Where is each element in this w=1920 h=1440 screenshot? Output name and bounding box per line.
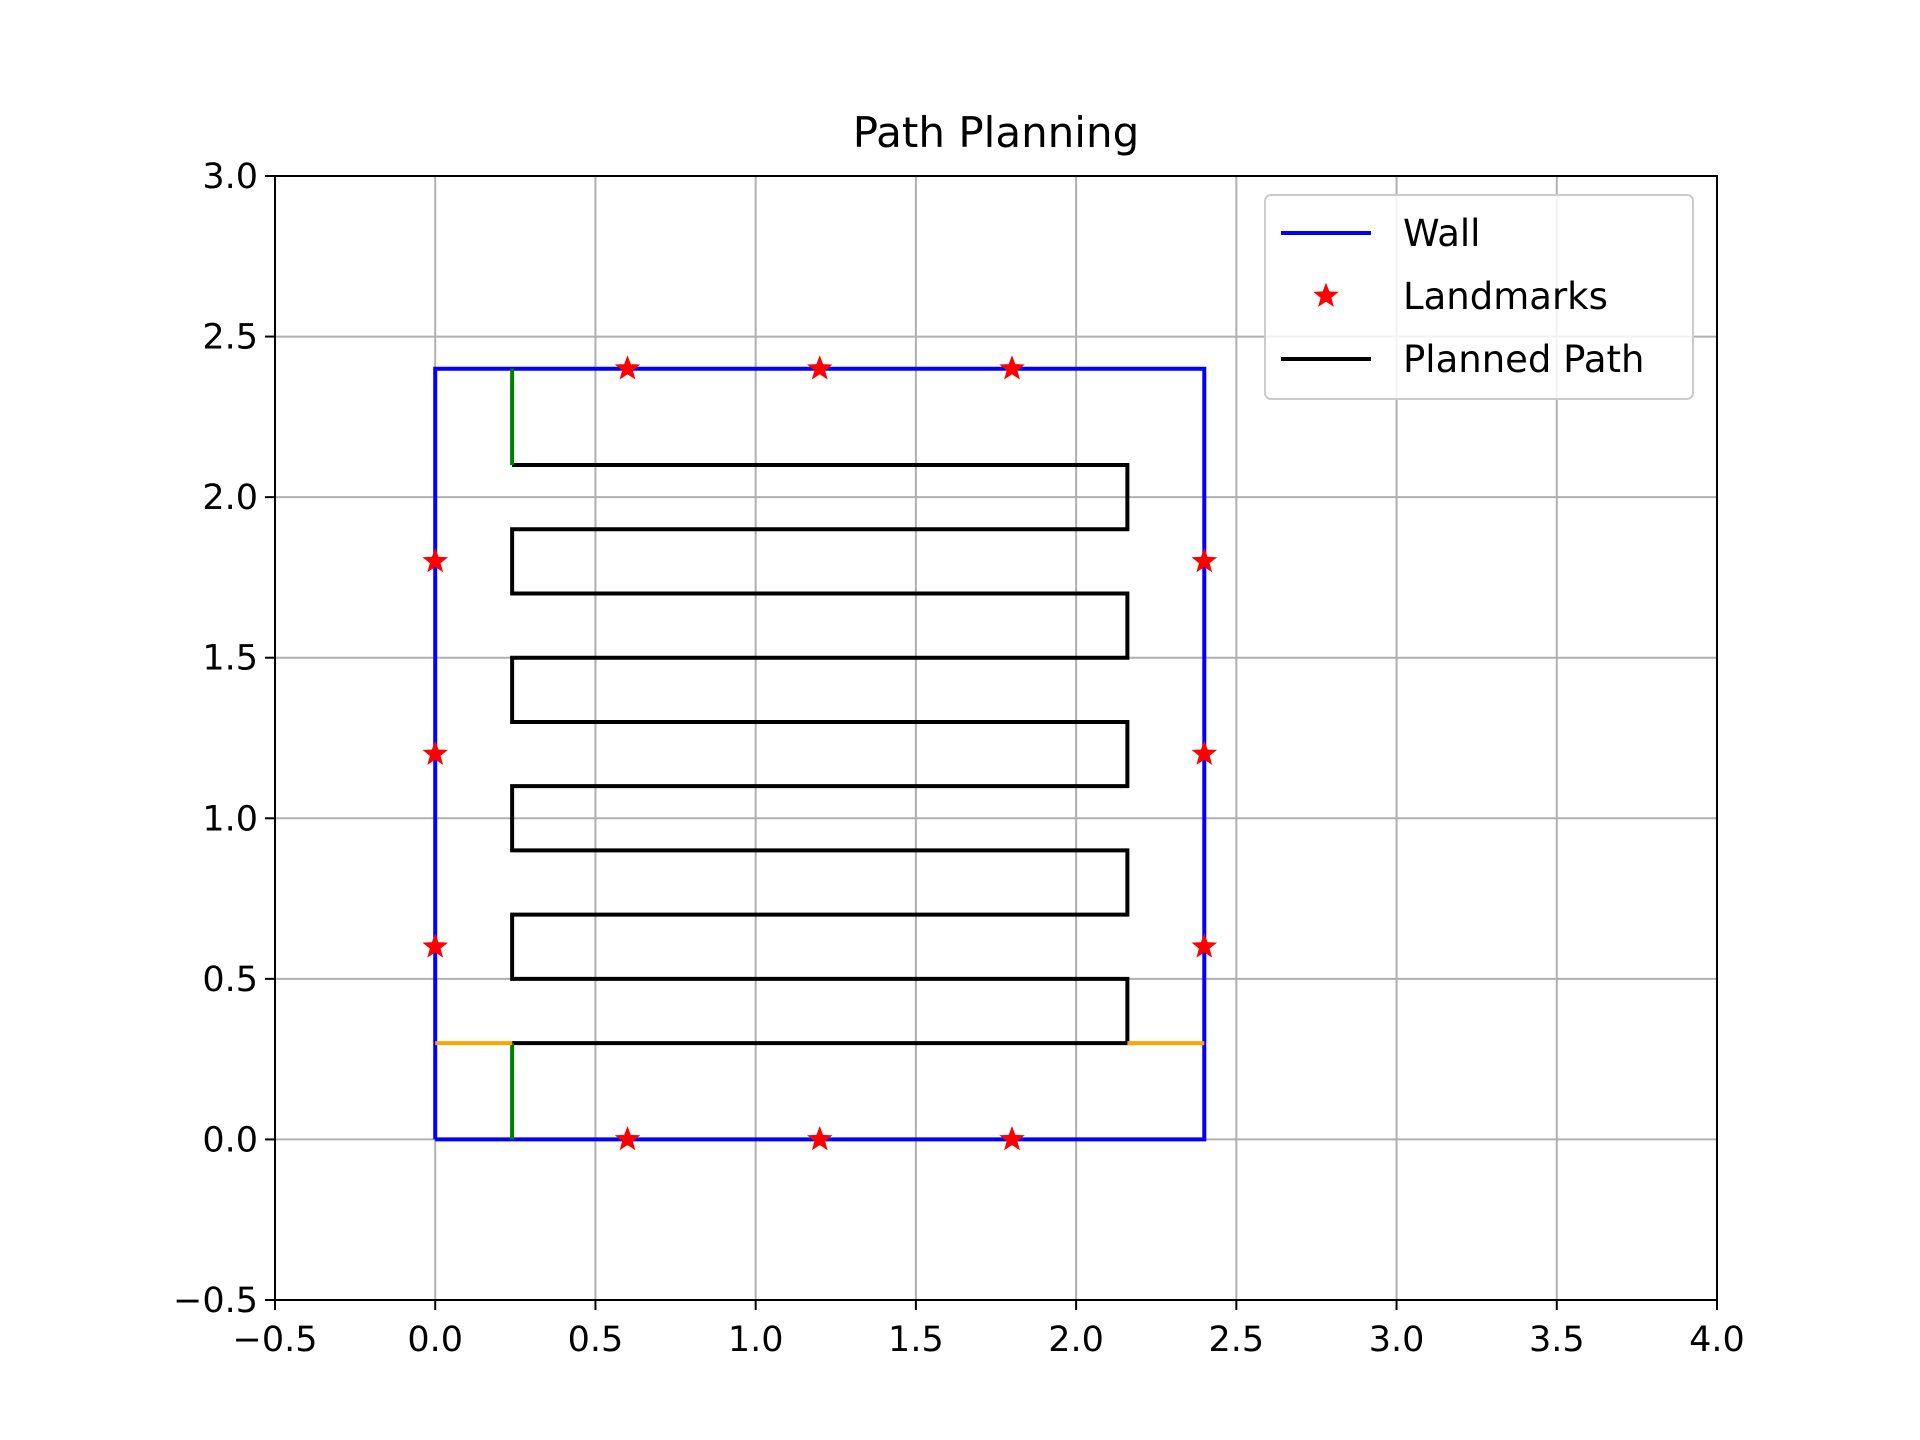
x-tick-label: −0.5 [233,1320,318,1360]
landmark-star [1191,740,1218,765]
x-tick-label: 2.0 [1048,1320,1104,1360]
planned-path-line [510,463,1130,1046]
wall-line [433,366,1207,1142]
landmark-star [999,355,1025,380]
landmark-star [806,355,833,380]
y-tick-label: 2.0 [202,478,258,518]
legend-wall-label: Wall [1403,212,1480,255]
landmark-star [614,1126,641,1151]
tick-layer: −0.5 0.0 0.5 1.0 1.5 2.0 2.5 3.0 3.5 4.0 −0.5 0.0 0.… [173,157,1745,1360]
legend-landmarks-label: Landmarks [1403,275,1608,318]
y-tick-label: 2.5 [202,318,258,358]
data-layer [422,355,1218,1151]
y-tick-label: 0.0 [202,1120,258,1160]
x-tick-label: 4.0 [1689,1320,1745,1360]
landmark-star [1191,547,1218,573]
y-tick-label: −0.5 [173,1281,258,1321]
x-tick-label: 1.0 [728,1320,784,1360]
y-tick-label: 1.5 [202,639,258,679]
legend-planned-path-label: Planned Path [1403,338,1644,381]
landmark-star [422,740,448,765]
landmark-star [422,933,448,958]
x-tick-label: 1.5 [888,1320,944,1360]
legend-landmarks-swatch [1313,282,1339,307]
x-tick-label: 2.5 [1208,1320,1264,1360]
x-tick-label: 3.0 [1369,1320,1425,1360]
chart-title: Path Planning [853,108,1140,157]
x-tick-label: 0.5 [568,1320,624,1360]
axes-frame [274,175,1718,1301]
x-tick-label: 0.0 [407,1320,463,1360]
y-tick-label: 3.0 [202,157,258,197]
landmark-star [422,547,448,573]
legend-box [1264,194,1694,400]
landmark-star [1191,933,1218,958]
x-tick-label: 3.5 [1529,1320,1585,1360]
landmark-star [806,1126,833,1151]
landmark-star [999,1126,1025,1151]
landmark-star [614,355,641,380]
y-tick-label: 0.5 [202,960,258,1000]
legend: Wall Landmarks Planned Path [1264,194,1694,400]
y-tick-label: 1.0 [202,799,258,839]
